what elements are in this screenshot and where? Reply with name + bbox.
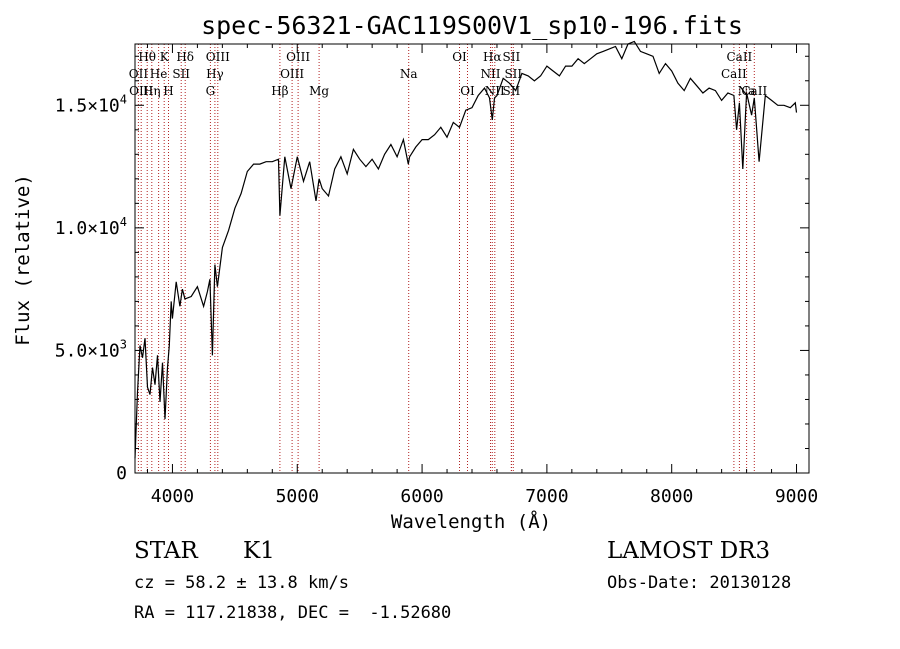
line-label-16: Na [400,67,418,81]
line-label-17: OI [452,50,467,64]
line-label-28: Na [738,84,756,98]
x-tick-label-5: 9000 [775,486,818,507]
line-label-27: CaII [741,84,767,98]
emission-line-markers [137,44,755,473]
line-label-3: He [150,67,168,81]
line-label-18: OI [460,84,475,98]
y-tick-label-0: 0 [116,463,127,484]
line-label-13: OIII [286,50,310,64]
x-tick-label-3: 7000 [525,486,568,507]
obs-date-line: Obs-Date: 20130128 [607,573,792,593]
line-label-10: Hγ [206,67,224,81]
line-label-0: Hθ [138,50,156,64]
line-label-14: OIII [280,67,304,81]
line-label-21: NII [481,67,501,81]
line-label-7: H [163,84,173,98]
line-label-15: Mg [309,84,329,98]
redshift-line: cz = 58.2 ± 13.8 km/s [134,573,349,593]
x-tick-label-2: 6000 [400,486,443,507]
plot-frame [134,43,810,474]
object-class: STAR [134,538,198,564]
line-label-8: Hδ [176,50,194,64]
line-label-24: SII [503,84,521,98]
object-subclass: K1 [243,538,275,564]
spectrum-line [134,40,798,459]
line-label-11: G [206,84,216,98]
x-tick-label-1: 5000 [276,486,319,507]
y-axis-ticks: 0 5.0×103 1.0×104 1.5×104 [55,55,809,484]
line-label-1: OII [129,67,149,81]
x-tick-label-0: 4000 [151,486,194,507]
survey-name: LAMOST DR3 [607,538,771,564]
y-tick-label-1: 5.0×103 [55,337,127,361]
x-axis-label: Wavelength (Å) [391,510,551,533]
line-label-26: CaII [721,67,747,81]
line-label-19: Hα [483,50,502,64]
x-axis-ticks: 4000 5000 6000 7000 8000 9000 [146,44,818,507]
line-label-25: CaII [726,50,752,64]
line-label-20: SII [503,50,521,64]
chart-title: spec-56321-GAC119S00V1_sp10-196.fits [201,11,743,40]
line-label-5: K [160,50,170,64]
line-label-12: Hβ [271,84,288,98]
line-label-6: SII [172,67,190,81]
coordinates-line: RA = 117.21838, DEC = -1.52680 [134,603,452,623]
line-label-9: OIII [206,50,230,64]
line-label-4: Hη [143,84,161,98]
y-axis-label: Flux (relative) [12,174,34,346]
y-tick-label-2: 1.0×104 [55,215,127,239]
x-tick-label-4: 8000 [650,486,693,507]
y-tick-label-3: 1.5×104 [55,92,127,116]
line-label-22: SII [504,67,522,81]
